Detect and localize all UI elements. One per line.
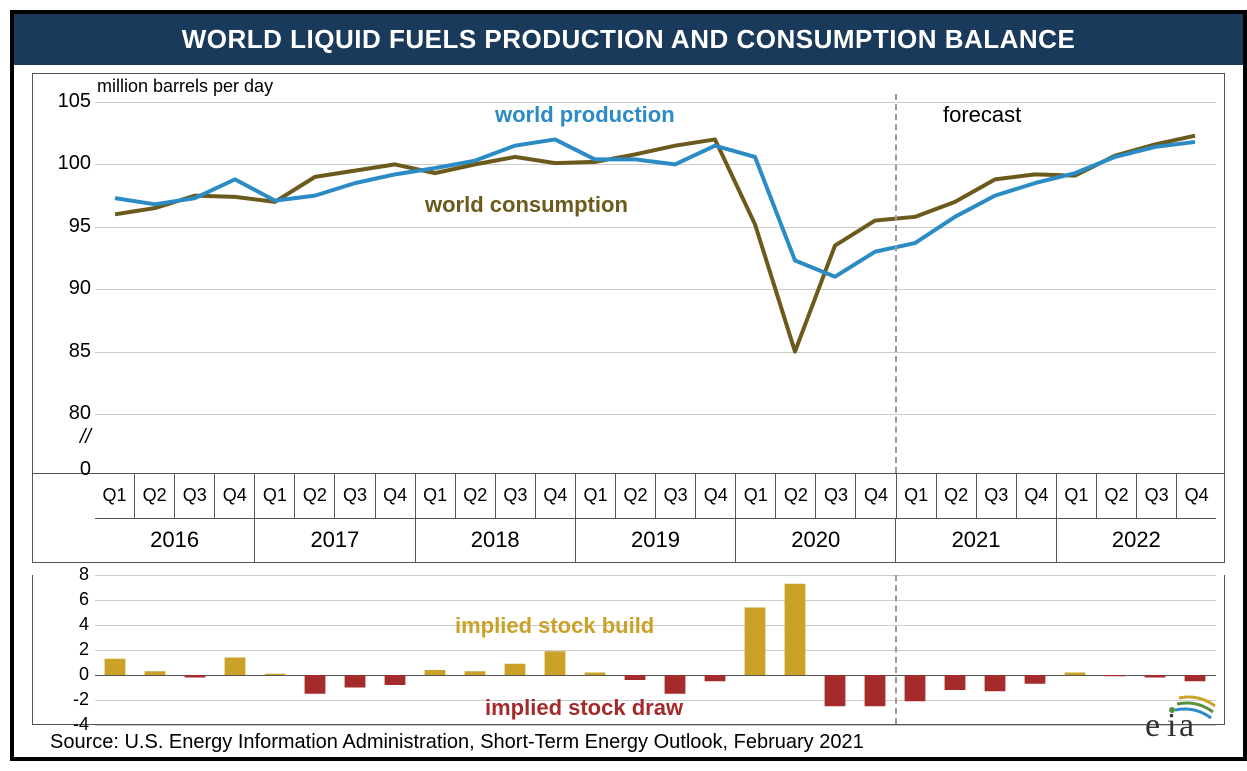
quarters-row: Q1Q2Q3Q4Q1Q2Q3Q4Q1Q2Q3Q4Q1Q2Q3Q4Q1Q2Q3Q4… [95,474,1216,518]
bar-y-tick-label: -4 [61,714,89,735]
quarter-cell: Q4 [695,474,735,518]
bar-gridline [95,725,1216,726]
quarter-cell: Q4 [1016,474,1056,518]
quarter-cell: Q1 [896,474,936,518]
quarter-cell: Q3 [815,474,855,518]
bar-y-tick-label: 0 [61,664,89,685]
bar-y-tick-label: 8 [61,564,89,585]
quarter-cell: Q3 [976,474,1016,518]
bar-y-tick-label: -2 [61,689,89,710]
quarter-cell: Q2 [936,474,976,518]
y-tick-label: 100 [45,152,91,175]
quarter-cell: Q1 [575,474,615,518]
chart-area: million barrels per day 080859095100105/… [32,73,1225,754]
production-label: world production [495,102,675,128]
year-cell: 2016 [95,519,254,562]
chart-title: WORLD LIQUID FUELS PRODUCTION AND CONSUM… [14,14,1243,65]
year-cell: 2020 [735,519,895,562]
bar-y-tick-label: 6 [61,589,89,610]
quarter-cell: Q3 [334,474,374,518]
source-text: Source: U.S. Energy Information Administ… [50,731,1225,754]
y-tick-label: 0 [45,458,91,481]
consumption-label: world consumption [425,192,628,218]
quarter-cell: Q4 [535,474,575,518]
bar-y-tick-label: 2 [61,639,89,660]
stock-build-label: implied stock build [455,613,654,639]
quarter-cell: Q4 [1176,474,1216,518]
year-cell: 2018 [415,519,575,562]
svg-text:a: a [1179,707,1194,742]
line-chart-svg [95,74,1215,474]
line-chart: million barrels per day 080859095100105/… [32,73,1225,473]
y-tick-label: 85 [45,340,91,363]
svg-text:e: e [1145,707,1160,742]
forecast-label: forecast [943,102,1021,128]
quarter-cell: Q1 [1056,474,1096,518]
quarter-cell: Q3 [655,474,695,518]
year-cell: 2019 [575,519,735,562]
quarter-cell: Q2 [775,474,815,518]
y-tick-label: 105 [45,90,91,113]
quarter-cell: Q3 [1136,474,1176,518]
quarter-cell: Q1 [415,474,455,518]
quarter-cell: Q1 [254,474,294,518]
quarter-cell: Q4 [375,474,415,518]
forecast-divider-bar [895,575,897,724]
forecast-divider [895,94,897,473]
quarter-cell: Q1 [735,474,775,518]
bar-y-tick-label: 4 [61,614,89,635]
y-tick-label: 80 [45,402,91,425]
eia-logo: e i a [1141,692,1221,747]
bar-chart: -4-202468 implied stock build implied st… [32,575,1225,725]
year-cell: 2022 [1056,519,1216,562]
y-tick-label: 90 [45,277,91,300]
quarter-cell: Q2 [134,474,174,518]
chart-frame: WORLD LIQUID FUELS PRODUCTION AND CONSUM… [10,10,1247,761]
quarter-cell: Q4 [855,474,895,518]
quarter-cell: Q3 [495,474,535,518]
quarter-cell: Q2 [455,474,495,518]
stock-draw-label: implied stock draw [485,695,683,721]
quarter-cell: Q4 [214,474,254,518]
years-row: 2016201720182019202020212022 [95,518,1216,562]
year-cell: 2021 [895,519,1055,562]
quarter-cell: Q2 [294,474,334,518]
y-tick-label: 95 [45,215,91,238]
x-axis: Q1Q2Q3Q4Q1Q2Q3Q4Q1Q2Q3Q4Q1Q2Q3Q4Q1Q2Q3Q4… [32,473,1225,563]
quarter-cell: Q1 [95,474,134,518]
quarter-cell: Q3 [174,474,214,518]
year-cell: 2017 [254,519,414,562]
axis-break: // [45,426,91,449]
quarter-cell: Q2 [615,474,655,518]
quarter-cell: Q2 [1096,474,1136,518]
